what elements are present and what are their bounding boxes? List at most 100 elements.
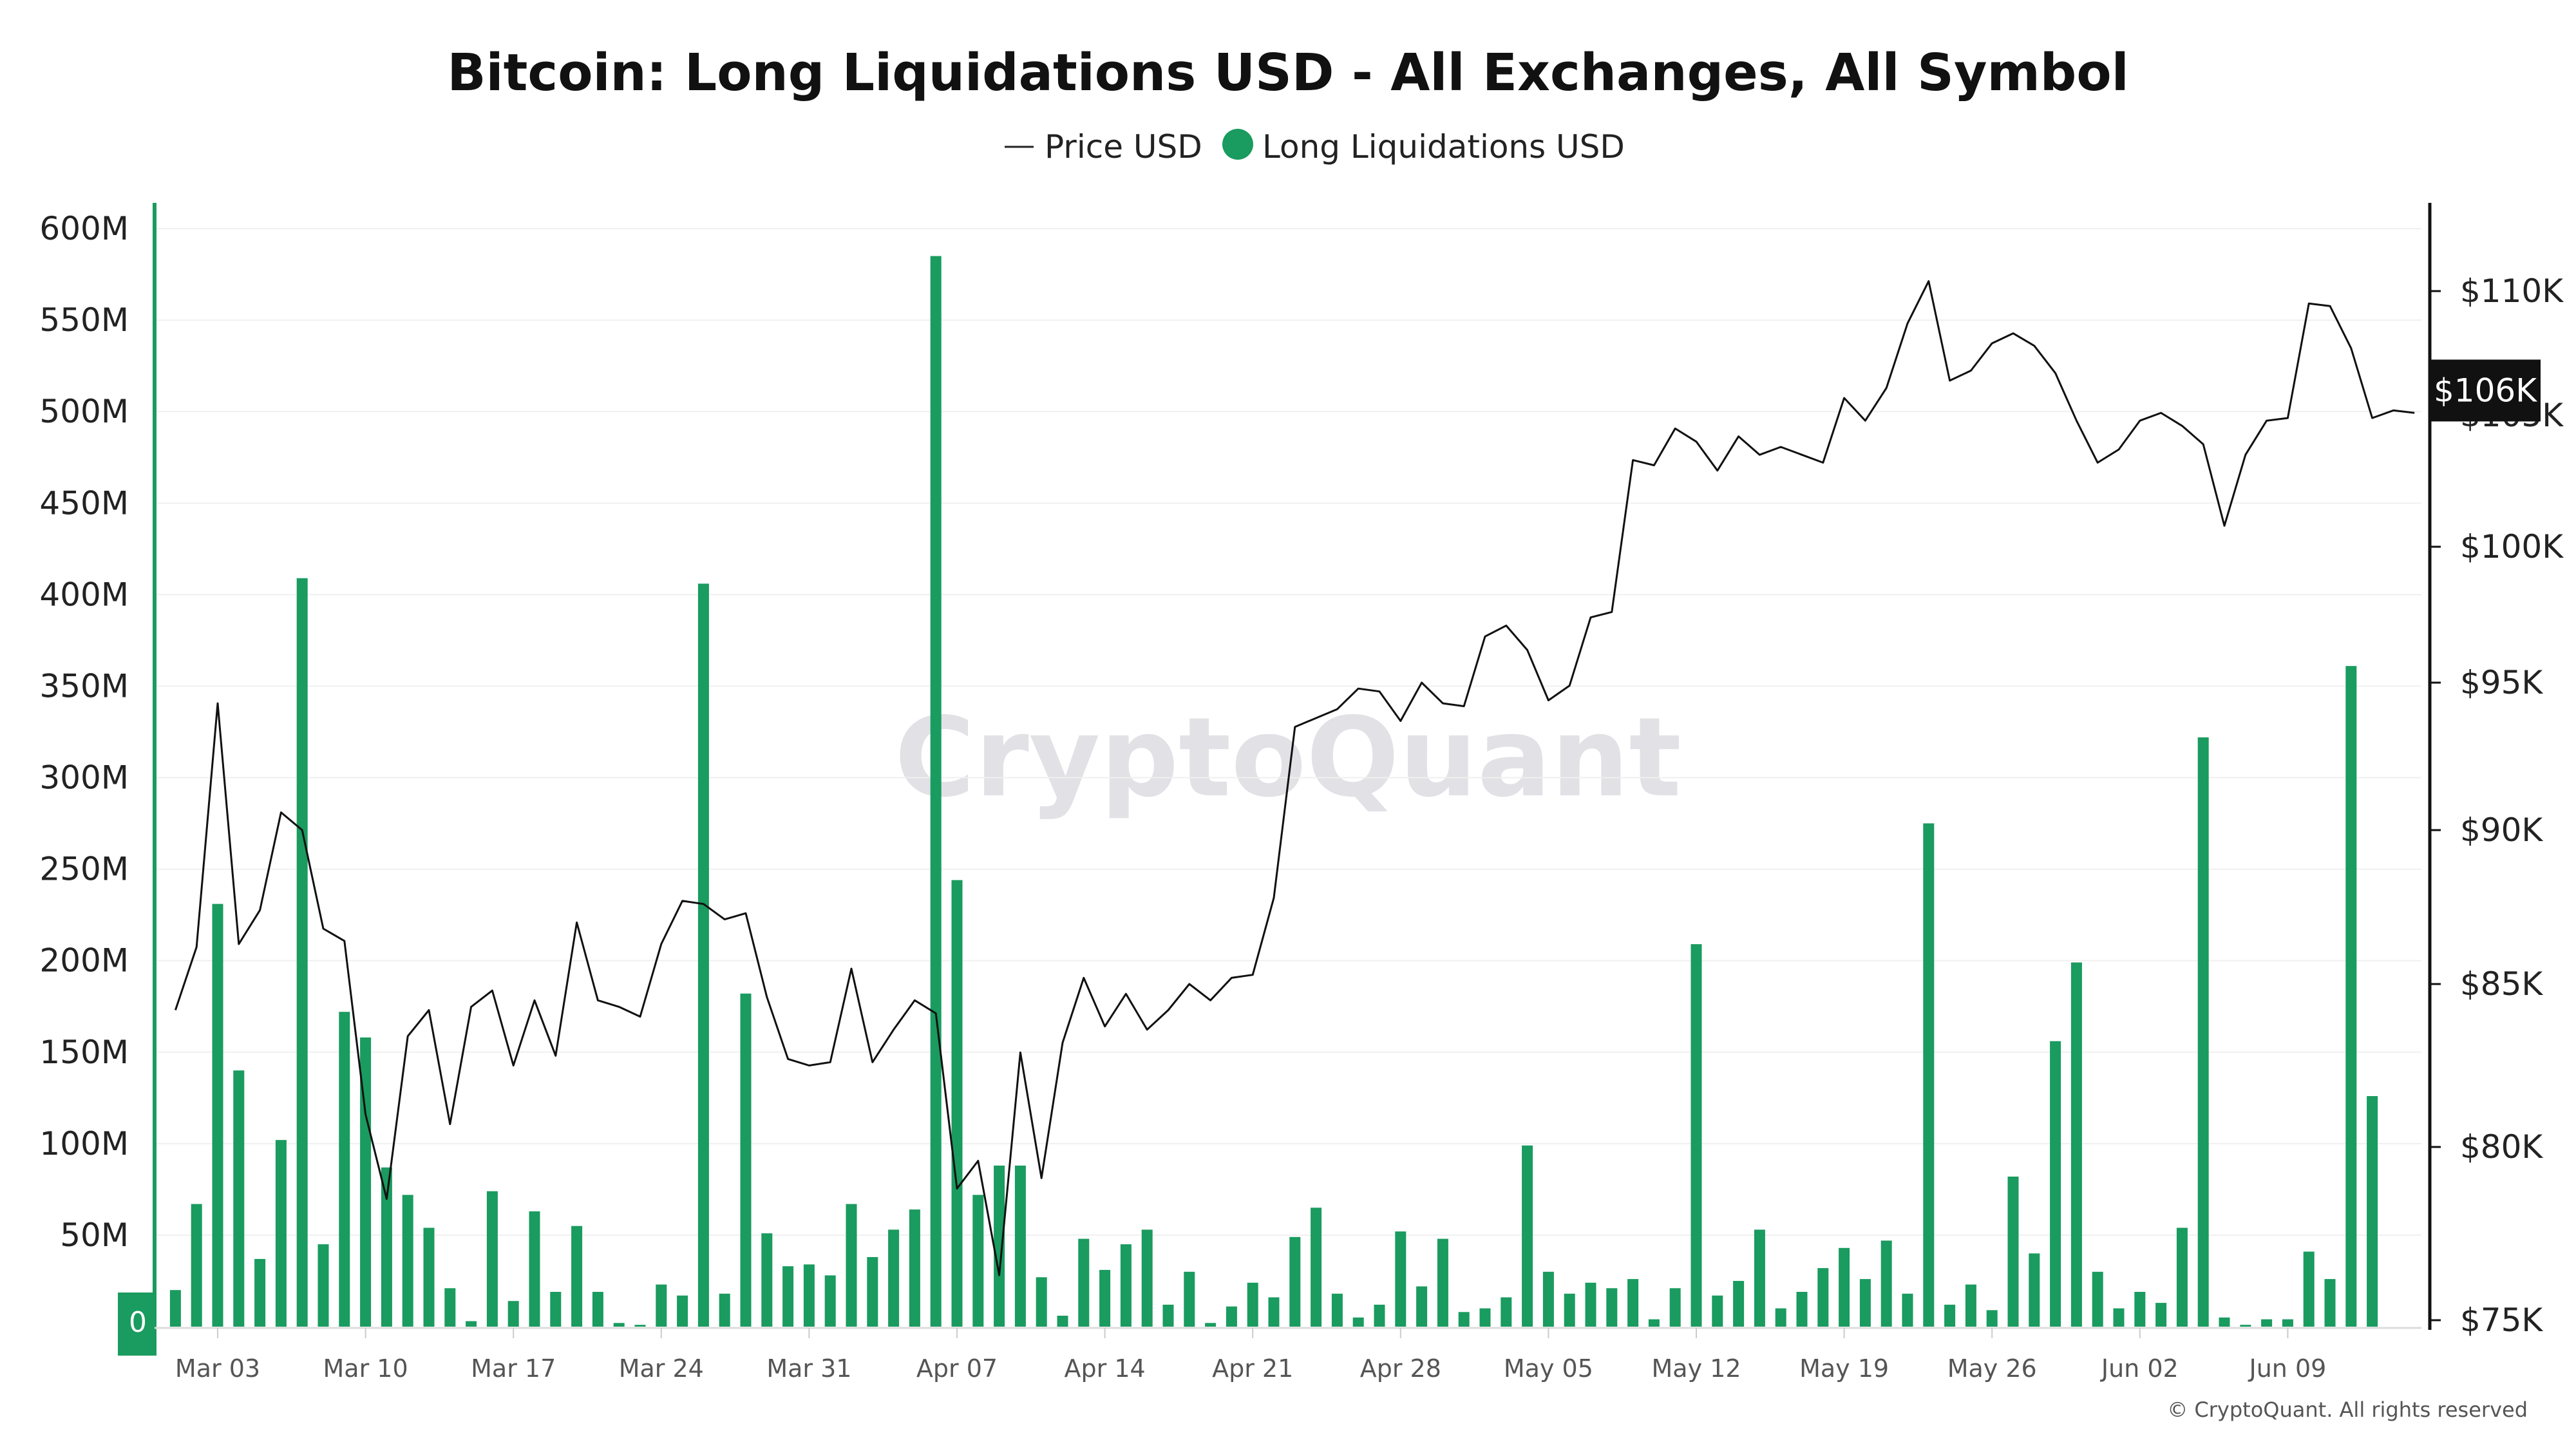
x-tick-label: May 19	[1799, 1354, 1889, 1383]
liquidation-bar	[2303, 1251, 2315, 1327]
liquidation-bar	[1184, 1271, 1195, 1327]
left-zero-badge: 0	[118, 1293, 155, 1356]
liquidation-bar	[233, 1070, 245, 1327]
liquidation-bar	[466, 1321, 477, 1327]
liquidation-bar	[677, 1295, 688, 1327]
liquidation-bar	[634, 1325, 646, 1327]
x-tick-label: Apr 14	[1065, 1354, 1146, 1383]
liquidation-bar	[1078, 1238, 1090, 1327]
x-tick-label: Apr 07	[916, 1354, 998, 1383]
liquidation-bar	[2324, 1279, 2336, 1327]
right-y-tick-label: $90K	[2460, 811, 2543, 849]
liquidation-bar	[1374, 1304, 1385, 1327]
right-y-tick-label: $85K	[2460, 965, 2543, 1003]
liquidation-bar	[972, 1195, 984, 1327]
liquidation-bar	[1501, 1297, 1512, 1327]
legend-liquidations-label: Long Liquidations USD	[1262, 128, 1625, 166]
left-y-tick-label: 450M	[39, 484, 129, 522]
liquidation-bar	[2176, 1227, 2188, 1327]
liquidation-bar	[423, 1227, 435, 1327]
liquidation-bar	[254, 1258, 266, 1327]
liquidation-bar	[550, 1292, 562, 1327]
liquidation-bar	[486, 1191, 498, 1327]
liquidation-bar	[1712, 1295, 1723, 1327]
liquidation-bar	[1057, 1316, 1068, 1327]
liquidation-bar	[1880, 1240, 1892, 1327]
liquidation-bar	[2282, 1319, 2293, 1327]
liquidation-bar	[2007, 1177, 2019, 1327]
left-y-tick-label: 50M	[60, 1217, 129, 1254]
liquidation-bar	[1627, 1279, 1639, 1327]
liquidation-bar	[1648, 1319, 1660, 1327]
liquidation-bar	[1331, 1293, 1343, 1327]
liquidation-bar	[2029, 1253, 2040, 1327]
liquidation-bars	[169, 256, 2378, 1327]
liquidation-bar	[1416, 1286, 1428, 1327]
liquidation-bar	[909, 1209, 920, 1327]
liquidation-bar	[1733, 1281, 1745, 1327]
x-tick-label: Jun 09	[2248, 1354, 2326, 1383]
liquidation-bar	[1099, 1269, 1111, 1327]
liquidation-bar	[191, 1204, 202, 1327]
current-price-badge-box	[2430, 359, 2541, 422]
liquidation-bar	[212, 904, 223, 1327]
liquidation-bar	[339, 1012, 350, 1327]
liquidation-bar	[930, 256, 942, 1327]
liquidation-bar	[2155, 1303, 2167, 1327]
liquidation-bar	[613, 1323, 625, 1327]
legend-price-label: Price USD	[1045, 128, 1202, 166]
x-tick-label: May 26	[1947, 1354, 2037, 1383]
liquidation-bar	[2345, 666, 2357, 1327]
liquidation-bar	[507, 1301, 519, 1327]
liquidation-bar	[2092, 1271, 2103, 1327]
x-tick-label: Mar 31	[766, 1354, 851, 1383]
legend-liquidations-dot-marker	[1222, 129, 1253, 160]
left-y-tick-label: 600M	[39, 210, 129, 247]
right-y-ticks: $110K$105K$100K$95K$90K$85K$80K$75K	[2430, 272, 2564, 1339]
liquidation-bar	[1311, 1208, 1322, 1327]
left-y-ticks: 600M 550M 500M 450M 400M 350M 300M 250M 200M 150M…	[39, 210, 129, 1254]
liquidation-bar	[2134, 1292, 2146, 1327]
liquidation-bar	[1522, 1145, 1533, 1327]
right-y-tick-label: $75K	[2460, 1302, 2543, 1339]
liquidation-bar	[1268, 1297, 1280, 1327]
liquidation-bar	[2050, 1041, 2061, 1327]
watermark: CryptoQuant	[895, 694, 1681, 822]
liquidation-bar	[1564, 1293, 1575, 1327]
liquidation-bar	[1120, 1244, 1132, 1327]
left-y-tick-label: 300M	[39, 759, 129, 797]
right-y-tick-label: $110K	[2460, 272, 2564, 310]
liquidation-bar	[1775, 1308, 1786, 1327]
liquidation-bar	[1902, 1293, 1913, 1327]
liquidation-bar	[1205, 1323, 1217, 1327]
x-tick-label: Jun 02	[2100, 1354, 2179, 1383]
liquidation-bar	[1839, 1247, 1850, 1327]
liquidation-bar	[1796, 1292, 1808, 1327]
liquidation-bar	[656, 1284, 667, 1327]
liquidation-bar	[1162, 1304, 1174, 1327]
current-price-badge: $106K	[2430, 359, 2541, 422]
liquidation-bar	[1395, 1231, 1406, 1327]
liquidation-bar	[2219, 1317, 2230, 1327]
left-y-tick-label: 150M	[39, 1034, 129, 1071]
x-tick-label: Apr 21	[1212, 1354, 1293, 1383]
liquidation-bar	[697, 583, 709, 1327]
x-tick-label: May 05	[1504, 1354, 1593, 1383]
left-y-tick-label: 250M	[39, 851, 129, 888]
liquidation-bar	[360, 1037, 372, 1327]
liquidation-bar	[824, 1275, 836, 1327]
left-y-tick-label: 400M	[39, 576, 129, 613]
liquidation-bar	[1986, 1310, 1998, 1327]
chart-title: Bitcoin: Long Liquidations USD - All Exc…	[447, 43, 2128, 102]
x-ticks: Mar 03 Mar 10 Mar 17 Mar 24 Mar 31 Apr 07 Apr …	[175, 1328, 2326, 1383]
liquidation-bar	[381, 1167, 392, 1327]
left-zero-badge-label: 0	[129, 1306, 147, 1339]
left-y-tick-label: 500M	[39, 393, 129, 430]
liquidation-bar	[592, 1292, 603, 1327]
liquidation-bar	[317, 1244, 329, 1327]
liquidation-bar	[1690, 944, 1702, 1327]
left-y-tick-label: 200M	[39, 942, 129, 980]
liquidation-bar	[1458, 1312, 1470, 1327]
liquidation-bar	[2197, 737, 2209, 1327]
